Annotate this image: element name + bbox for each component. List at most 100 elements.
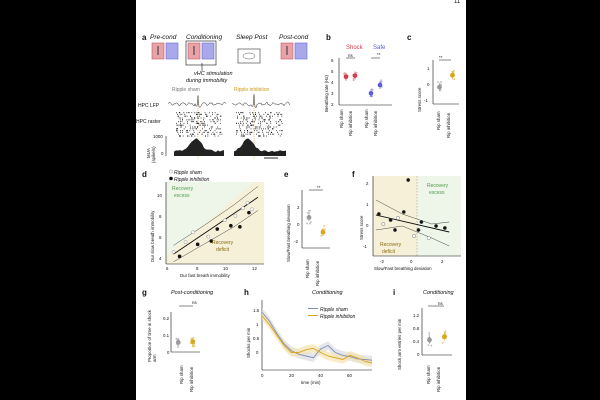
e-xtick-1: Rip inhibition — [315, 260, 320, 286]
raster-tick-inhib — [244, 117, 245, 119]
g-tick-02: 0.2 — [163, 316, 170, 321]
raster-tick-inhib — [278, 113, 279, 115]
raster-tick-sham — [177, 128, 178, 130]
f-ci-lower — [375, 225, 450, 247]
raster-tick-inhib — [280, 119, 281, 121]
raster-tick-inhib — [280, 113, 282, 115]
raster-tick-sham — [185, 115, 186, 117]
h-xtick-20: 20 — [289, 373, 294, 378]
raster-tick-sham — [198, 122, 200, 124]
raster-tick-sham — [215, 117, 216, 119]
d-region-bot-2: deficit — [216, 247, 230, 253]
raster-tick-inhib — [275, 130, 277, 132]
raster-tick-inhib — [280, 121, 282, 123]
raster-tick-sham — [196, 113, 197, 115]
g-point — [177, 346, 179, 348]
raster-tick-sham — [212, 131, 214, 133]
e-point — [309, 221, 312, 223]
raster-tick-sham — [184, 115, 186, 117]
panel-c-label: c — [407, 33, 412, 42]
f-region-top-2: excess — [429, 190, 445, 196]
raster-tick-inhib — [247, 131, 249, 133]
raster-tick-inhib — [249, 126, 250, 128]
raster-tick-inhib — [267, 131, 269, 133]
raster-tick-inhib — [258, 112, 260, 114]
panel-h-label: h — [244, 288, 249, 297]
raster-tick-inhib — [244, 130, 246, 132]
d-excess-region — [166, 182, 254, 256]
raster-tick-sham — [181, 124, 183, 126]
raster-tick-sham — [205, 130, 206, 132]
f-excess-region — [417, 176, 461, 256]
d-ytick-8: 8 — [159, 214, 162, 219]
raster-tick-inhib — [243, 122, 244, 124]
raster-tick-sham — [180, 122, 181, 124]
raster-tick-sham — [196, 121, 198, 123]
b-point — [352, 79, 355, 82]
raster-tick-sham — [188, 119, 190, 121]
raster-tick-sham — [219, 133, 221, 135]
d-ci-upper — [173, 186, 259, 246]
raster-tick-sham — [200, 113, 201, 115]
raster-tick-sham — [214, 117, 215, 119]
raster-tick-sham — [218, 119, 219, 121]
b-point — [355, 71, 358, 74]
raster-tick-sham — [209, 119, 211, 121]
raster-tick-inhib — [269, 130, 270, 132]
raster-tick-sham — [191, 121, 193, 123]
raster-tick-sham — [220, 128, 222, 130]
raster-tick-inhib — [272, 133, 273, 135]
raster-tick-sham — [214, 130, 216, 132]
sleep-box — [237, 48, 261, 64]
d-point-sham — [206, 234, 211, 239]
raster-tick-sham — [194, 126, 195, 128]
f-point — [434, 224, 438, 228]
raster-tick-sham — [178, 117, 180, 119]
raster-tick-sham — [204, 121, 205, 123]
e-tick-m2: -2 — [294, 239, 298, 244]
i-xtick-1: Rip inhibition — [436, 366, 441, 392]
raster-tick-sham — [189, 130, 191, 132]
raster-tick-sham — [191, 128, 193, 130]
f-ci-upper — [375, 199, 450, 225]
raster-tick-sham — [211, 128, 212, 130]
d-ytick-6: 6 — [159, 235, 162, 240]
h-ytick-0: 0 — [256, 350, 259, 355]
raster-tick-sham — [198, 113, 200, 115]
raster-tick-sham — [196, 117, 198, 119]
cond-inhib-label: Ripple inhibition — [234, 87, 270, 93]
raster-tick-inhib — [242, 121, 244, 123]
raster-tick-sham — [210, 130, 211, 132]
conditioning-highlight — [185, 40, 217, 66]
figure-page: 11 a Pre-cond Conditioning Sleep Post Po… — [136, 0, 466, 400]
raster-tick-inhib — [264, 119, 265, 121]
raster-tick-sham — [213, 121, 215, 123]
g-xtick-1: Rip inhibition — [189, 366, 194, 392]
raster-tick-sham — [198, 117, 199, 119]
raster-tick-inhib — [262, 117, 263, 119]
raster-tick-inhib — [258, 113, 260, 115]
raster-tick-sham — [214, 133, 215, 135]
d-ci-lower — [173, 210, 259, 263]
phase-sleep-post: Sleep Post — [236, 34, 268, 41]
f-ytick-m1: -1 — [363, 244, 367, 249]
raster-tick-sham — [216, 115, 218, 117]
raster-tick-inhib — [236, 115, 238, 117]
d-xtick-6: 6 — [166, 266, 169, 271]
raster-tick-sham — [182, 135, 184, 137]
raster-tick-sham — [177, 133, 179, 135]
raster-tick-sham — [217, 128, 219, 130]
raster-tick-inhib — [270, 122, 272, 124]
e-point — [323, 228, 326, 231]
h-ytick-15: 1.5 — [253, 308, 260, 313]
raster-tick-inhib — [278, 121, 280, 123]
d-xtick-8: 8 — [196, 266, 199, 271]
raster-tick-inhib — [251, 131, 253, 133]
sleeping-mouse-icon — [242, 52, 256, 60]
raster-tick-inhib — [237, 117, 238, 119]
raster-tick-inhib — [263, 113, 265, 115]
raster-tick-sham — [212, 119, 214, 121]
raster-tick-sham — [187, 131, 189, 133]
h-line-sham — [261, 311, 373, 361]
d-point-sham — [223, 218, 227, 223]
